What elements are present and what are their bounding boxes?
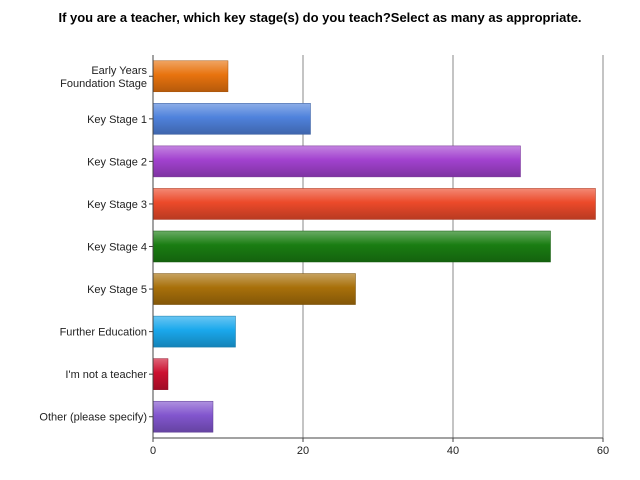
x-tick-label: 0: [150, 445, 156, 457]
category-label: I'm not a teacher: [65, 369, 147, 381]
bar: [152, 103, 311, 135]
category-label-line: Key Stage 1: [87, 114, 147, 126]
category-label-line: Key Stage 4: [87, 242, 147, 254]
bar: [152, 315, 236, 348]
label-layer: Early Years Foundation Stage Key Stage 1 Ke…: [39, 65, 609, 457]
x-tick-label: 20: [297, 445, 309, 457]
category-label-line: I'm not a teacher: [65, 369, 147, 381]
category-label: Other (please specify): [39, 412, 147, 424]
category-label-line: Early Years: [91, 65, 147, 77]
category-label: Key Stage 4: [87, 242, 147, 254]
category-label: Key Stage 5: [87, 284, 147, 296]
category-label-line: Other (please specify): [39, 412, 147, 424]
bar: [152, 358, 169, 390]
category-label: Key Stage 1: [87, 114, 147, 126]
x-tick-label: 40: [447, 445, 459, 457]
category-label: Early Years Foundation Stage: [60, 65, 147, 90]
bar: [152, 230, 551, 263]
category-label-line: Foundation Stage: [60, 78, 147, 90]
category-label-line: Key Stage 5: [87, 284, 147, 296]
bar: [152, 188, 596, 220]
chart-title: If you are a teacher, which key stage(s)…: [58, 10, 582, 25]
bar: [152, 145, 521, 178]
x-tick-label: 60: [597, 445, 609, 457]
category-label-line: Key Stage 2: [87, 156, 147, 168]
category-label: Further Education: [60, 327, 147, 339]
category-label-line: Further Education: [60, 327, 147, 339]
bar-layer: [152, 60, 596, 433]
category-label: Key Stage 2: [87, 156, 147, 168]
axis-layer: [149, 55, 604, 442]
category-label: Key Stage 3: [87, 199, 147, 211]
bar: [152, 273, 356, 305]
category-label-line: Key Stage 3: [87, 199, 147, 211]
bar: [152, 60, 229, 93]
bar: [152, 400, 214, 433]
